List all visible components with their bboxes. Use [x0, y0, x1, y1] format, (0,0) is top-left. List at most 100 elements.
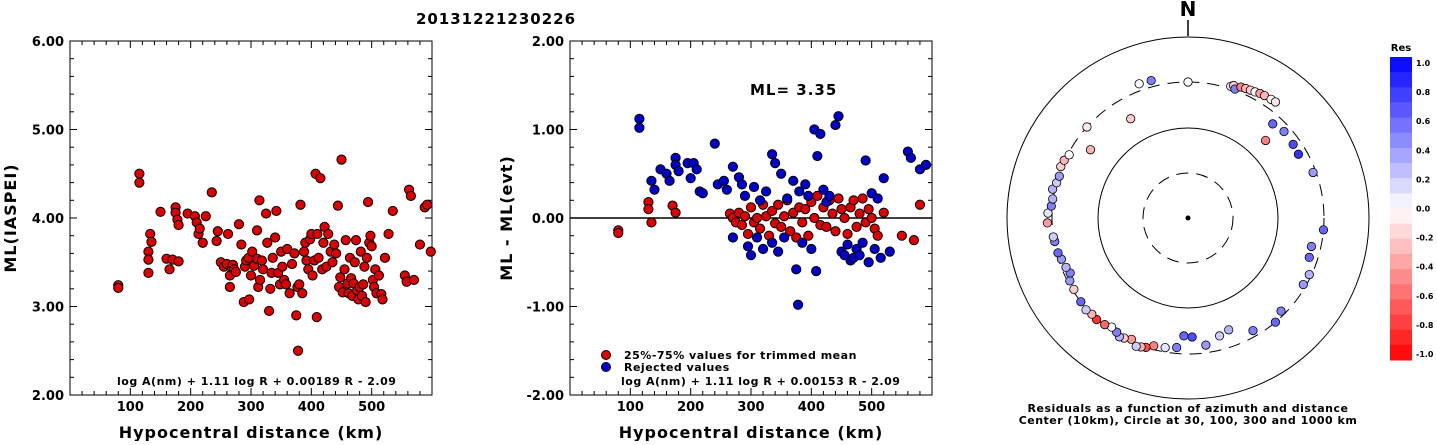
x-tick-label: 300	[237, 400, 264, 415]
residual-point	[1279, 126, 1289, 137]
data-point	[727, 161, 739, 172]
panel-ml-residual: 100 200 300 400 500 -2.00 -1.00 0.00 1.00 2.00 ML…	[497, 35, 933, 442]
data-point	[833, 111, 844, 122]
residual-point	[1172, 342, 1182, 353]
x-tick-label: 400	[298, 400, 325, 415]
data-point	[262, 237, 273, 248]
data-point	[872, 193, 883, 204]
data-point	[851, 221, 862, 232]
data-point	[748, 181, 760, 193]
residual-point	[1270, 317, 1281, 327]
colorbar-tick-label: 0.0	[1416, 205, 1431, 214]
x-tick-label: 100	[117, 400, 144, 415]
data-point	[745, 202, 757, 213]
data-point	[244, 294, 255, 305]
data-point	[336, 154, 347, 165]
data-point	[827, 208, 838, 219]
data-point	[294, 279, 305, 290]
colorbar-tick-label: 0.4	[1416, 146, 1431, 155]
data-point	[754, 223, 766, 234]
colorbar-tick-label: -1.0	[1416, 350, 1434, 359]
colorbar-tick-label: 0.6	[1416, 117, 1431, 126]
data-point	[211, 235, 222, 247]
data-point	[869, 243, 880, 255]
data-point	[355, 246, 366, 257]
data-point	[809, 212, 820, 224]
colorbar-tick-label: -0.2	[1416, 234, 1434, 243]
data-point	[340, 235, 351, 246]
residual-point	[1134, 79, 1144, 89]
caption-line-2: Center (10km), Circle at 30, 100, 300 an…	[1019, 414, 1358, 427]
data-point	[358, 279, 369, 290]
data-point	[830, 226, 841, 237]
data-point	[709, 138, 720, 149]
residual-point	[1048, 194, 1058, 204]
data-points	[613, 111, 932, 310]
colorbar-cell	[1390, 193, 1412, 209]
y-tick-label: 1.00	[532, 124, 564, 139]
data-point	[143, 267, 154, 278]
data-point	[634, 122, 645, 133]
data-point	[233, 219, 245, 230]
residual-point	[1248, 325, 1258, 336]
colorbar-tick-label: -0.8	[1416, 321, 1434, 330]
data-point	[379, 252, 391, 263]
x-tick-label: 500	[858, 400, 885, 415]
data-point	[664, 175, 675, 186]
data-point	[800, 204, 811, 215]
data-point	[872, 230, 883, 241]
data-point	[282, 243, 293, 255]
data-point	[727, 232, 739, 243]
data-point	[173, 256, 184, 267]
residual-point	[1131, 341, 1141, 351]
data-point	[754, 195, 766, 206]
data-point	[839, 212, 850, 224]
data-point	[646, 217, 657, 228]
colorbar-cell	[1390, 117, 1412, 134]
data-point	[298, 246, 310, 257]
residual-point	[1061, 262, 1071, 272]
data-point	[143, 254, 154, 265]
data-point	[914, 199, 926, 210]
data-point	[767, 237, 778, 248]
formula-text: log A(nm) + 1.11 log R + 0.00153 R - 2.0…	[621, 375, 900, 388]
colorbar-cell	[1390, 299, 1412, 316]
x-tick-label: 400	[798, 400, 825, 415]
data-point	[905, 152, 916, 163]
data-point	[422, 199, 433, 210]
data-point	[146, 236, 157, 247]
data-point	[339, 264, 350, 275]
data-point	[739, 211, 751, 222]
data-point	[649, 184, 660, 195]
data-point	[318, 237, 329, 248]
data-point	[896, 230, 907, 241]
colorbar-tick-label: -0.4	[1416, 263, 1434, 272]
y-axis-label: ML(IASPEI)	[1, 163, 20, 272]
data-point	[908, 235, 920, 246]
residual-point	[1146, 75, 1156, 86]
data-point	[821, 221, 832, 232]
colorbar-tick-label: 0.2	[1416, 175, 1430, 184]
data-point	[878, 207, 889, 218]
data-point	[284, 288, 295, 299]
data-point	[830, 119, 841, 131]
colorbar: Res 1.0 0.8 0.6 0.4 0.2 0.0 -0.2 -0.4 -0.6 -0.8 -1…	[1390, 43, 1434, 361]
legend-label-trimmed: 25%-75% values for trimmed mean	[624, 349, 857, 362]
data-point	[311, 312, 322, 323]
colorbar-cell	[1390, 314, 1412, 331]
y-tick-label: -1.00	[527, 301, 564, 316]
data-point	[760, 186, 772, 197]
data-point	[884, 246, 895, 257]
data-point	[271, 205, 282, 217]
data-point	[875, 252, 886, 263]
colorbar-cell	[1390, 102, 1412, 119]
data-point	[797, 217, 808, 228]
residual-point	[1268, 119, 1278, 129]
y-axis-label: ML - ML(evt)	[497, 155, 516, 281]
data-point	[792, 299, 804, 310]
circle-30km	[1142, 172, 1234, 264]
data-point	[854, 208, 865, 219]
y-tick-label: 3.00	[32, 301, 64, 316]
residual-point	[1069, 284, 1079, 294]
